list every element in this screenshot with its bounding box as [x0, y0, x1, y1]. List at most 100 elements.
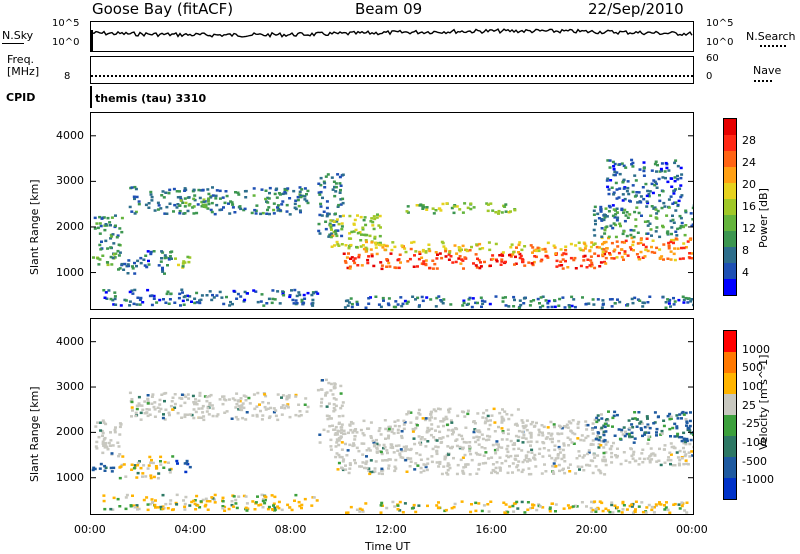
velocity-cell [320, 397, 324, 401]
velocity-cell [492, 407, 496, 411]
velocity-cell [230, 417, 234, 420]
power-cell [631, 243, 635, 247]
velocity-cell [378, 427, 382, 430]
power-cell [170, 250, 174, 253]
velocity-cell [489, 419, 492, 422]
velocity-cell [129, 504, 133, 507]
velocity-cell [186, 413, 189, 416]
power-cell [607, 192, 611, 196]
velocity-cell [591, 471, 595, 475]
velocity-cell [550, 502, 554, 505]
power-cell [594, 222, 597, 226]
power-cell [543, 247, 547, 251]
velocity-cell [397, 425, 401, 428]
power-cell [104, 291, 108, 294]
velocity-cell [120, 463, 124, 467]
velocity-cell [318, 433, 322, 436]
power-cell [206, 188, 210, 191]
velocity-cell [175, 459, 179, 463]
velocity-cell [551, 437, 554, 441]
velocity-cell [348, 462, 352, 465]
velocity-cell [600, 417, 604, 420]
power-cell [533, 255, 537, 258]
velocity-cell [612, 441, 615, 445]
power-cell [675, 234, 679, 237]
velocity-cell [553, 448, 557, 452]
power-cell [303, 187, 307, 190]
power-cell [637, 191, 641, 194]
velocity-cell [429, 413, 433, 416]
velocity-cell [190, 413, 194, 417]
velocity-cell [332, 406, 336, 410]
velocity-cell [210, 496, 214, 499]
velocity-cell [639, 420, 643, 423]
power-cell [639, 250, 643, 254]
power-cell [120, 262, 124, 266]
velocity-cell [582, 469, 586, 472]
velocity-cell [620, 428, 624, 432]
velocity-cell [340, 404, 344, 407]
power-cell [558, 297, 562, 301]
power-cell [625, 211, 629, 214]
velocity-cell [577, 420, 581, 424]
velocity-cell [680, 504, 684, 508]
velocity-cell [576, 422, 580, 426]
power-cell [153, 209, 157, 212]
power-cell [149, 190, 153, 194]
power-cell [536, 246, 540, 250]
power-cell [210, 210, 214, 214]
power-cell [362, 218, 366, 222]
velocity-cell [646, 442, 650, 445]
power-cell [689, 300, 693, 303]
velocity-cell [487, 427, 491, 431]
power-cell [595, 245, 599, 249]
power-cell [303, 297, 307, 300]
velocity-cell [111, 508, 115, 511]
power-cell [335, 240, 339, 244]
power-cell [317, 222, 321, 226]
velocity-cell [645, 415, 649, 418]
power-cell [444, 249, 448, 253]
velocity-cell [341, 460, 345, 463]
power-cell [593, 266, 597, 270]
power-cell [648, 190, 652, 193]
power-cell [288, 295, 292, 299]
velocity-cell [525, 454, 529, 457]
velocity-cell [185, 462, 189, 465]
velocity-cell [541, 434, 545, 437]
velocity-cell [605, 418, 609, 421]
velocity-cell [360, 465, 363, 468]
velocity-cell [434, 445, 438, 448]
power-cell [242, 300, 246, 303]
velocity-cell [255, 413, 259, 417]
velocity-cell [130, 463, 134, 466]
velocity-cell [552, 472, 556, 475]
velocity-cell [500, 419, 504, 423]
velocity-cell [446, 468, 450, 472]
velocity-cell [560, 426, 564, 430]
power-cell [336, 173, 340, 176]
power-cell [218, 208, 222, 212]
power-cell [672, 296, 675, 300]
power-cell [501, 254, 505, 257]
velocity-cell [618, 437, 622, 441]
velocity-cell [653, 411, 657, 414]
velocity-cell [135, 407, 139, 411]
velocity-cell [435, 452, 439, 456]
power-cell [593, 234, 597, 237]
power-cell [642, 174, 646, 177]
velocity-cell [442, 465, 446, 468]
velocity-cell [503, 410, 507, 413]
power-cell [656, 209, 660, 213]
power-cell [579, 248, 583, 252]
velocity-cell [362, 419, 366, 423]
velocity-cell [130, 398, 134, 401]
velocity-cell [588, 464, 592, 467]
velocity-cell [529, 422, 533, 426]
velocity-cell [263, 498, 267, 502]
velocity-cell [641, 448, 645, 451]
velocity-cell [139, 411, 143, 415]
power-cell [112, 242, 116, 245]
power-cell [642, 169, 646, 173]
velocity-cell [439, 437, 443, 440]
